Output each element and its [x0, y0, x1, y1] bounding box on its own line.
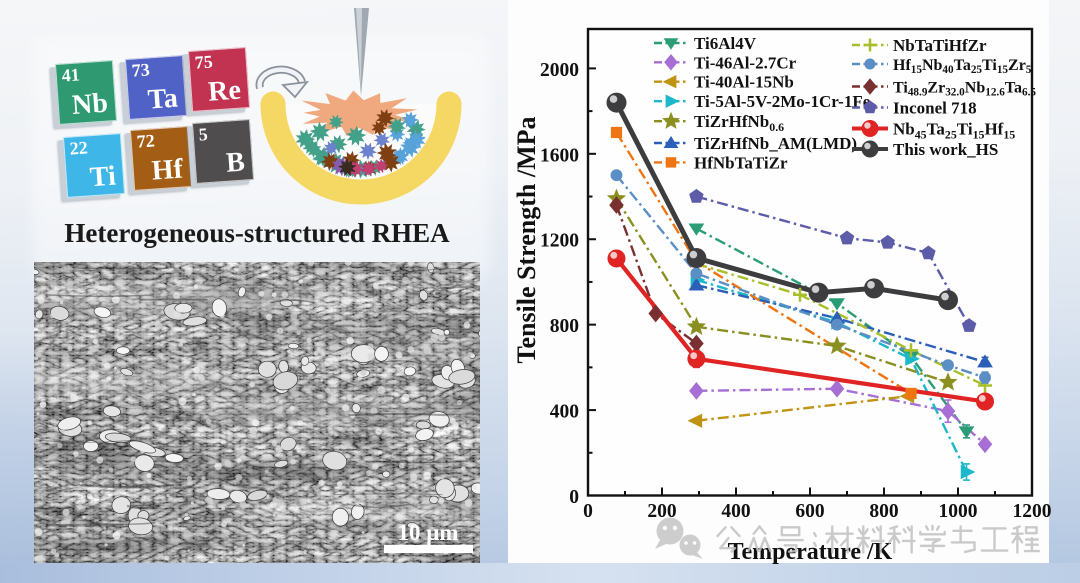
svg-text:NbTaTiHfZr: NbTaTiHfZr — [893, 36, 987, 55]
svg-text:10 μm: 10 μm — [398, 520, 459, 545]
svg-text:1200: 1200 — [1013, 501, 1052, 522]
svg-text:Ti-40Al-15Nb: Ti-40Al-15Nb — [694, 73, 794, 92]
svg-text:Tensile Strength /MPa: Tensile Strength /MPa — [512, 116, 541, 363]
svg-text:1000: 1000 — [939, 501, 978, 522]
svg-text:Ti6Al4V: Ti6Al4V — [694, 34, 757, 53]
svg-text:1600: 1600 — [540, 145, 579, 166]
svg-text:Ti-5Al-5V-2Mo-1Cr-1Fe: Ti-5Al-5V-2Mo-1Cr-1Fe — [694, 92, 871, 111]
svg-text:1200: 1200 — [540, 231, 579, 252]
svg-text:This work_HS: This work_HS — [893, 140, 998, 159]
svg-text:Inconel 718: Inconel 718 — [893, 99, 977, 118]
svg-text:0: 0 — [583, 501, 593, 522]
svg-text:TiZrHfNb0.6: TiZrHfNb0.6 — [694, 112, 784, 134]
svg-text:800: 800 — [869, 501, 898, 522]
svg-text:800: 800 — [550, 316, 579, 337]
svg-text:HfNbTaTiZr: HfNbTaTiZr — [694, 153, 788, 172]
svg-text:0: 0 — [569, 487, 579, 508]
svg-text:200: 200 — [647, 501, 676, 522]
svg-text:2000: 2000 — [540, 60, 579, 81]
svg-text:600: 600 — [795, 501, 824, 522]
svg-text:TiZrHfNb_AM(LMD): TiZrHfNb_AM(LMD) — [694, 134, 857, 153]
svg-text:400: 400 — [550, 402, 579, 423]
svg-text:Heterogeneous-structured RHEA: Heterogeneous-structured RHEA — [64, 218, 450, 248]
svg-text:Ti-46Al-2.7Cr: Ti-46Al-2.7Cr — [694, 53, 797, 72]
svg-text:400: 400 — [721, 501, 750, 522]
